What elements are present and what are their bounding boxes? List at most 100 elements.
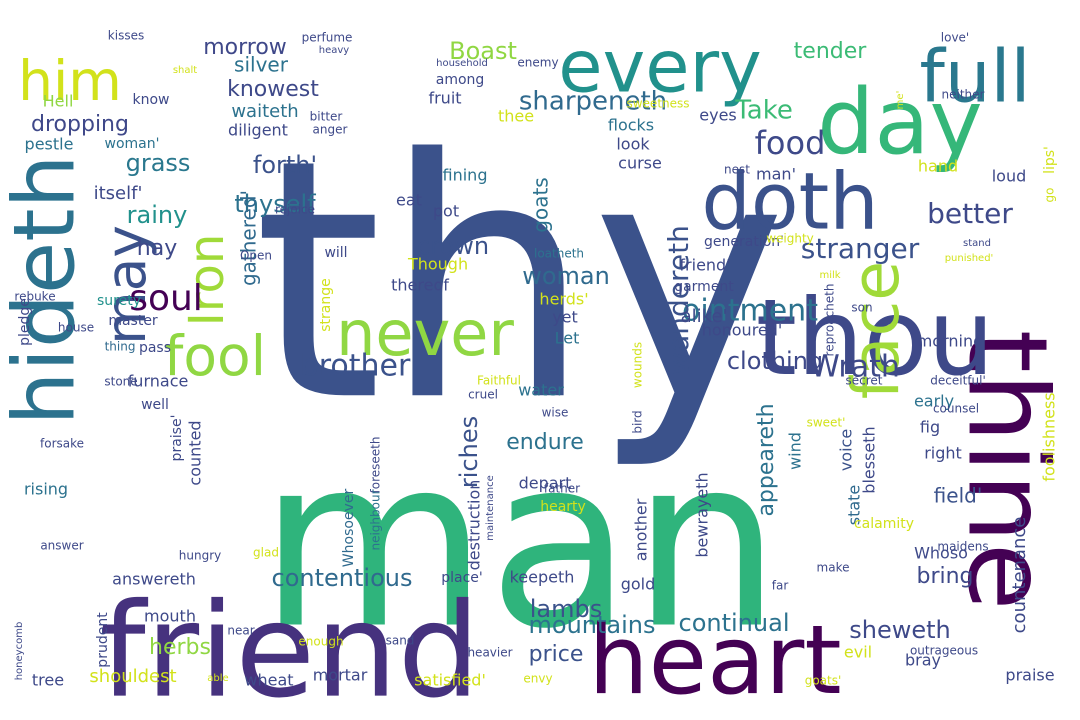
cloud-word: shouldest: [89, 666, 176, 687]
cloud-word: gold: [621, 575, 656, 594]
cloud-word: better: [927, 197, 1013, 230]
cloud-word: day: [817, 70, 983, 175]
cloud-word: blesseth: [860, 426, 879, 493]
cloud-word: shalt: [173, 65, 197, 76]
cloud-word: sweetness: [626, 97, 689, 111]
cloud-word: household: [436, 58, 488, 69]
cloud-word: sheweth: [849, 616, 951, 644]
cloud-word: Open: [240, 249, 272, 263]
cloud-word: gathered': [237, 190, 261, 286]
cloud-word: yet: [552, 308, 578, 327]
cloud-word: praise: [1005, 666, 1054, 685]
cloud-word: Boast: [449, 37, 517, 65]
cloud-word: garment: [674, 279, 734, 295]
cloud-word: surety: [97, 293, 141, 309]
cloud-word: rising: [24, 480, 68, 499]
cloud-word: honeycomb: [14, 622, 25, 681]
cloud-word: calamity: [854, 516, 914, 532]
cloud-word: thou: [756, 277, 995, 399]
cloud-word: cruel: [468, 388, 498, 402]
cloud-word: thing: [105, 340, 136, 354]
cloud-word: him: [18, 49, 122, 113]
cloud-word: lips': [1042, 146, 1058, 174]
cloud-word: pass: [139, 340, 171, 356]
cloud-word: never: [336, 297, 514, 370]
cloud-word: master: [108, 313, 158, 329]
cloud-word: pledge: [17, 298, 33, 346]
cloud-word: contentious: [272, 564, 413, 592]
cloud-word: diligent: [228, 121, 288, 140]
cloud-word: goats': [805, 674, 842, 688]
cloud-word: among: [436, 72, 485, 88]
cloud-word: look: [616, 135, 650, 154]
cloud-word: thyself: [234, 190, 316, 218]
cloud-word: foreseeth: [369, 437, 383, 494]
cloud-word: man': [756, 165, 796, 184]
cloud-word: silver: [234, 53, 289, 77]
cloud-word: counted: [186, 420, 205, 485]
cloud-word: answer: [40, 539, 83, 553]
cloud-word: rebuke: [14, 290, 55, 304]
cloud-word: appeareth: [754, 403, 779, 516]
cloud-word: bewrayeth: [693, 472, 712, 557]
cloud-word: herds': [539, 290, 588, 309]
cloud-word: loud: [992, 167, 1027, 186]
cloud-word: milk: [819, 270, 840, 281]
cloud-word: anger: [313, 123, 348, 137]
cloud-word: stranger: [801, 232, 920, 265]
cloud-word: me': [895, 91, 906, 110]
cloud-word: envy: [523, 672, 552, 686]
cloud-word: hearty: [540, 499, 586, 515]
cloud-word: state: [845, 485, 864, 526]
cloud-word: face: [839, 261, 914, 399]
cloud-word: may: [94, 225, 158, 345]
cloud-word: maidens: [937, 540, 988, 554]
cloud-word: house: [58, 321, 94, 335]
cloud-word: Though: [407, 255, 468, 274]
cloud-word: depart: [519, 474, 572, 493]
cloud-word: food: [755, 124, 826, 162]
cloud-word: hay: [137, 236, 177, 261]
cloud-word: father: [544, 482, 580, 496]
cloud-word: son: [851, 301, 872, 315]
cloud-word: countenance: [1009, 517, 1030, 634]
cloud-word: reproacheth: [823, 284, 837, 357]
cloud-word: fining: [443, 166, 488, 185]
cloud-word: destruction: [465, 480, 484, 571]
cloud-word: heavier: [467, 646, 512, 660]
cloud-word: heart: [588, 606, 841, 716]
cloud-word: another: [632, 498, 651, 561]
cloud-word: every: [558, 25, 761, 109]
cloud-word: neighbour: [369, 489, 383, 550]
cloud-word: wise: [542, 406, 569, 420]
cloud-word: herbs: [149, 635, 211, 660]
cloud-word: voice: [837, 429, 856, 471]
cloud-word: bray: [905, 651, 941, 670]
cloud-word: strange: [318, 278, 334, 332]
cloud-word: dropping: [31, 112, 129, 137]
cloud-word: price: [529, 642, 584, 667]
cloud-word: stand: [963, 238, 991, 249]
cloud-word: woman': [105, 136, 160, 152]
cloud-word: weighty: [766, 232, 814, 246]
cloud-word: thereof: [391, 276, 449, 295]
cloud-word: eyes: [699, 106, 737, 125]
cloud-word: thee: [498, 107, 534, 126]
cloud-word: flocks: [608, 116, 654, 135]
cloud-word: soul: [129, 278, 203, 319]
cloud-word: hideth: [0, 155, 94, 426]
cloud-word: bird: [631, 410, 645, 433]
cloud-word: morrow: [203, 35, 287, 60]
cloud-word: secret: [846, 374, 883, 388]
cloud-word: Let: [555, 329, 580, 348]
cloud-word: go: [1043, 188, 1057, 203]
cloud-word: Faithful: [477, 374, 521, 388]
cloud-word: foolishness: [1040, 392, 1059, 481]
cloud-word: lambs: [530, 595, 603, 623]
cloud-word: pot: [433, 202, 459, 221]
cloud-word: pestle: [25, 135, 74, 154]
cloud-word: sharpeneth: [519, 87, 667, 117]
cloud-word: brother: [300, 349, 411, 384]
cloud-word: mortar: [313, 666, 368, 685]
